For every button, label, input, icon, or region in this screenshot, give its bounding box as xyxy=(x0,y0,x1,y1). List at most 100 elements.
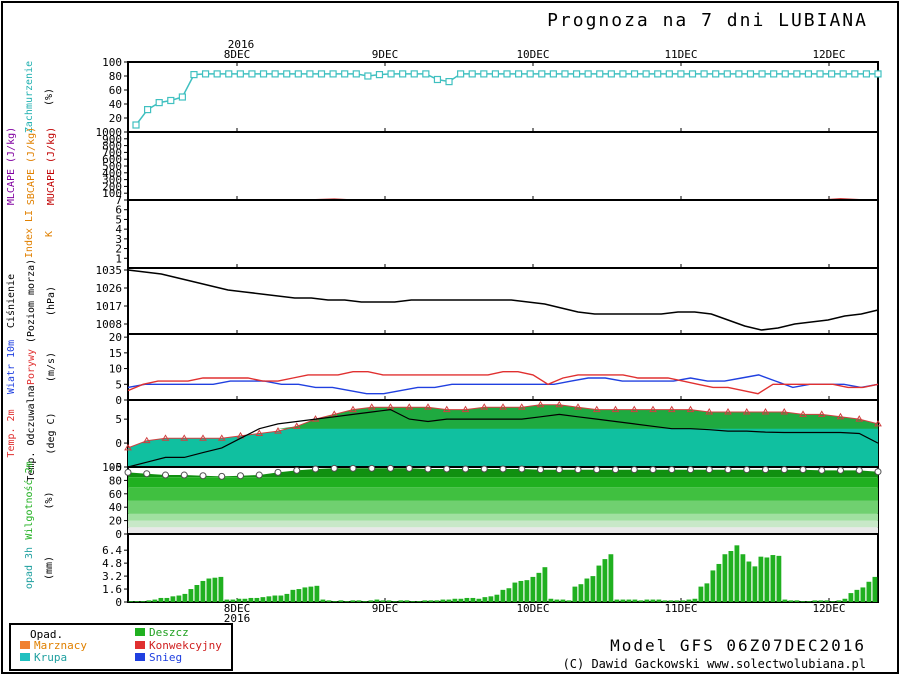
top-day-label: 8DEC xyxy=(224,48,251,61)
humidity-point xyxy=(443,465,451,473)
cloud-point xyxy=(271,70,279,78)
precip-bar xyxy=(368,600,374,602)
precip-bar xyxy=(770,555,776,602)
humidity-point xyxy=(799,466,807,474)
precip-bar xyxy=(350,600,356,602)
cloud-point xyxy=(584,70,592,78)
y-tick-label-cape: 500 xyxy=(102,160,122,173)
y-tick-label-cape: 800 xyxy=(102,140,122,153)
cloud-point xyxy=(851,70,859,78)
humidity-band-1 xyxy=(128,520,878,528)
cloud-point xyxy=(781,70,789,78)
cloud-point xyxy=(619,70,627,78)
temp-point xyxy=(592,405,601,413)
cloud-point xyxy=(190,70,198,79)
precip-bar xyxy=(344,601,350,602)
precip-bar xyxy=(278,595,284,602)
y-tick-label-cloud: 40 xyxy=(109,98,122,111)
legend-label-3: Konwekcyjny xyxy=(149,639,222,652)
y-axis-label-pressure: (Poziom morza) xyxy=(26,259,37,343)
legend-label-4: Snieg xyxy=(149,651,182,664)
precip-bar xyxy=(866,581,872,602)
y-tick-label-cloud: 20 xyxy=(109,112,122,125)
precip-bar xyxy=(788,600,794,602)
y-tick-label-temp: 0 xyxy=(115,437,122,450)
precip-bar xyxy=(326,600,332,602)
humidity-point xyxy=(405,464,413,472)
bottom-day-label: 8DEC xyxy=(224,602,251,615)
temp-point xyxy=(649,405,657,413)
precip-bar xyxy=(146,600,152,602)
y-axis-label-wind: (m/s) xyxy=(46,352,57,382)
humidity-point xyxy=(180,471,188,479)
temp-point xyxy=(686,405,695,413)
y-axis-label-cape: SBCAPE (J/kg) xyxy=(26,127,37,205)
humidity-point xyxy=(312,465,319,473)
temp-point xyxy=(461,405,470,413)
precip-bar xyxy=(314,585,320,602)
temp-point xyxy=(349,405,357,413)
bottom-day-label: 12DEC xyxy=(812,602,845,615)
temp-point xyxy=(255,429,264,436)
precip-bar xyxy=(782,599,788,602)
precip-bar xyxy=(488,596,494,602)
humidity-point xyxy=(518,465,526,473)
temp-point xyxy=(274,427,282,434)
y-axis-label-pressure: Ciśnienie xyxy=(5,274,17,328)
temp-point xyxy=(724,407,732,415)
precip-bar xyxy=(218,576,224,602)
y-tick-label-lindex: 4 xyxy=(115,223,122,236)
cloud-point xyxy=(665,70,673,78)
cloud-point xyxy=(143,105,152,114)
humidity-point xyxy=(668,466,676,474)
cloud-point xyxy=(700,70,708,78)
humidity-point xyxy=(480,465,488,473)
y-tick-label-wind: 5 xyxy=(115,378,122,391)
pressure-series-line xyxy=(127,269,879,331)
cloud-point xyxy=(317,70,326,78)
precip-bar xyxy=(656,599,662,602)
humidity-point xyxy=(724,466,732,474)
precip-bar xyxy=(824,600,830,602)
precip-bar xyxy=(410,601,416,602)
humidity-point xyxy=(630,466,638,474)
temp-point xyxy=(705,407,714,415)
precip-bar xyxy=(404,600,410,602)
precip-bar xyxy=(620,599,626,602)
precip-bar xyxy=(434,600,440,602)
humidity-point xyxy=(330,464,338,472)
legend-label-0: Marznacy xyxy=(34,639,87,652)
bottom-day-label: 11DEC xyxy=(664,602,697,615)
y-tick-label-wind: 0 xyxy=(115,394,122,407)
legend-swatch-3 xyxy=(135,641,145,649)
temp-outline xyxy=(127,404,879,449)
cloud-point xyxy=(770,70,778,78)
y-axis-label-cloud: Zachmurzenie xyxy=(24,61,35,133)
cloud-point xyxy=(352,70,360,78)
precip-bar xyxy=(746,561,752,602)
y-tick-label-cape: 1000 xyxy=(96,126,123,139)
cloud-point xyxy=(364,72,372,80)
y-tick-label-lindex: 3 xyxy=(115,233,122,246)
precip-bar xyxy=(710,570,716,602)
precip-bar xyxy=(158,597,164,602)
precip-bar xyxy=(698,586,704,602)
legend-swatch-2 xyxy=(135,628,145,636)
precip-bar xyxy=(356,600,362,602)
y-tick-label-wind: 10 xyxy=(109,363,122,376)
chart-title: Prognoza na 7 dni LUBIANA xyxy=(547,10,868,31)
y-tick-label-pressure: 1008 xyxy=(96,318,123,331)
precip-bar xyxy=(266,596,272,602)
cloud-point xyxy=(294,70,302,78)
y-tick-label-cape: 600 xyxy=(102,153,122,166)
y-tick-label-precip: 6.4 xyxy=(102,544,122,557)
y-axis-label-pressure: (hPa) xyxy=(46,286,57,316)
precip-bar xyxy=(152,599,158,602)
precip-bar xyxy=(458,598,464,602)
precip-bar xyxy=(260,597,266,602)
temp-point xyxy=(217,434,226,441)
y-tick-label-precip: 4.8 xyxy=(102,557,122,570)
cloud-point xyxy=(491,70,500,78)
precip-bar xyxy=(650,599,656,602)
precip-bar xyxy=(248,597,254,602)
